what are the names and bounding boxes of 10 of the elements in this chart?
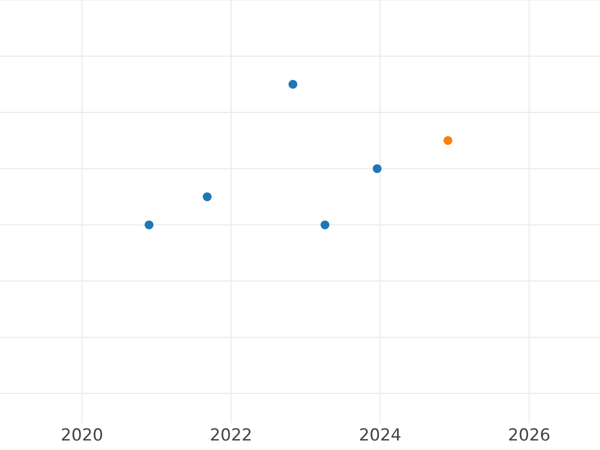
point (444, 136, 452, 145)
point (372, 164, 382, 174)
x-tick-label: 2026 (509, 428, 550, 441)
point (202, 192, 212, 202)
point (320, 220, 330, 230)
x-tick-label: 2022 (211, 428, 251, 441)
point (288, 80, 298, 89)
point (144, 220, 154, 230)
x-tick-label: 2024 (360, 428, 400, 441)
x-tick-label: 2020 (62, 428, 102, 441)
